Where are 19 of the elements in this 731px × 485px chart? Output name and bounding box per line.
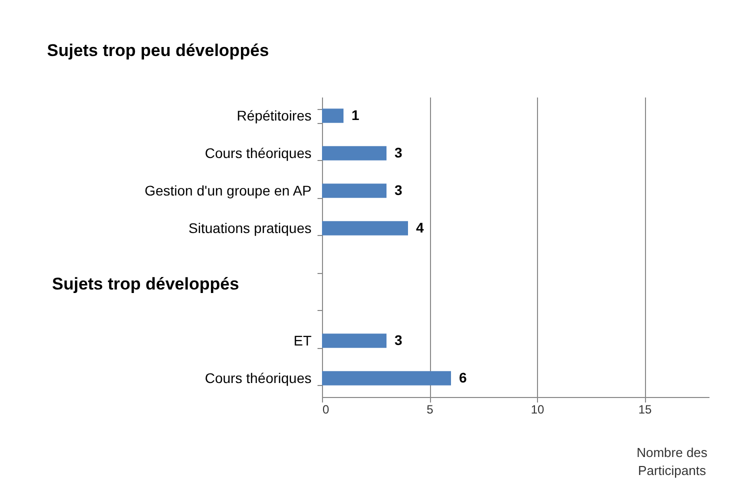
x-tick-label: 10 — [530, 402, 544, 416]
data-label: 1 — [352, 106, 360, 123]
y-tick-label: Cours théoriques — [204, 144, 312, 161]
data-label: 6 — [459, 369, 467, 386]
y-tick-label: Cours théoriques — [204, 370, 312, 386]
y-tick-label: Situations pratiques — [188, 220, 312, 236]
y-tick-label: Gestion d'un groupe en AP — [144, 182, 312, 198]
x-axis-title: Nombre des Participants — [636, 445, 708, 478]
data-label: 3 — [394, 332, 402, 348]
data-label: 4 — [416, 219, 424, 236]
y-tick-label: ET — [294, 332, 312, 348]
x-tick-label: 5 — [426, 402, 434, 416]
data-label: 3 — [394, 144, 402, 160]
y-tick-label: Répétitoires — [236, 107, 312, 124]
text: Sujets trop peu développés — [47, 41, 269, 60]
x-tick-label: 15 — [638, 402, 652, 416]
text: Sujets trop développés — [52, 274, 240, 294]
x-tick-label: 0 — [322, 402, 330, 416]
data-label: 3 — [394, 182, 402, 198]
